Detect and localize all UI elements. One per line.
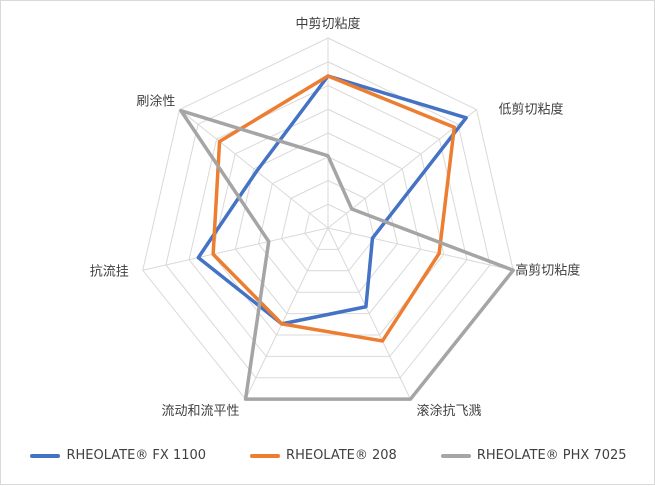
legend-swatch-phx7025	[440, 453, 471, 458]
series-line-0	[196, 74, 468, 326]
legend-swatch-fx1100	[30, 453, 61, 458]
grid-ring-1	[304, 203, 352, 250]
axis-label-2: 高剪切粘度	[515, 262, 580, 278]
legend-item-208: RHEOLATE® 208	[250, 448, 397, 463]
legend-label-fx1100: RHEOLATE® FX 1100	[66, 448, 207, 463]
axis-label-6: 刷涂性	[136, 94, 175, 110]
spoke-4	[245, 227, 329, 400]
spoke-2	[327, 227, 514, 271]
legend-label-208: RHEOLATE® 208	[286, 448, 397, 463]
series-line-1	[211, 74, 457, 343]
series-line-2	[179, 108, 515, 401]
axis-label-1: 低剪切粘度	[499, 102, 564, 118]
grid-ring-2	[281, 179, 375, 272]
legend-label-phx7025: RHEOLATE® PHX 7025	[476, 448, 627, 463]
axis-label-4: 流动和流平性	[162, 404, 240, 419]
grid-ring-7	[165, 61, 491, 379]
spoke-6	[179, 109, 329, 229]
axis-label-5: 抗流挂	[90, 264, 129, 279]
legend: RHEOLATE® FX 1100 RHEOLATE® 208 RHEOLATE…	[1, 448, 655, 463]
spoke-5	[142, 227, 329, 271]
spoke-3	[327, 227, 411, 400]
legend-swatch-208	[250, 453, 281, 458]
radar-series	[179, 74, 515, 401]
legend-item-phx7025: RHEOLATE® PHX 7025	[440, 448, 627, 463]
axis-label-0: 中剪切粘度	[295, 16, 360, 32]
radar-grid	[142, 37, 514, 400]
grid-ring-3	[257, 156, 399, 293]
axis-label-3: 滚涂抗飞溅	[416, 403, 481, 419]
legend-item-fx1100: RHEOLATE® FX 1100	[30, 448, 206, 463]
